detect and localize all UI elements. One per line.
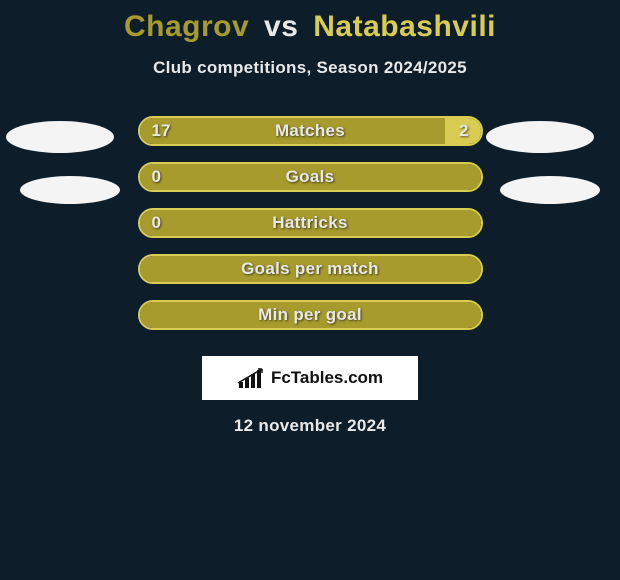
stat-value-left: 0	[140, 210, 173, 236]
vs-label: vs	[264, 10, 298, 43]
bar-left-segment	[140, 302, 481, 328]
stat-bar: Hattricks0	[138, 208, 483, 238]
page-title: Chagrov vs Natabashvili	[0, 0, 620, 44]
stat-row: Matches172	[0, 108, 620, 154]
stat-row: Goals per match	[0, 246, 620, 292]
stat-row: Goals0	[0, 154, 620, 200]
logo-text: FcTables.com	[271, 368, 383, 388]
logo-chart-icon	[237, 366, 265, 390]
stat-value-left: 0	[140, 164, 173, 190]
stat-value-right: 2	[447, 118, 480, 144]
comparison-infographic: Chagrov vs Natabashvili Club competition…	[0, 0, 620, 580]
stat-bar: Matches172	[138, 116, 483, 146]
stat-bar: Goals per match	[138, 254, 483, 284]
stat-value-left: 17	[140, 118, 183, 144]
stat-rows: Matches172Goals0Hattricks0Goals per matc…	[0, 108, 620, 338]
bar-left-segment	[140, 210, 481, 236]
subtitle: Club competitions, Season 2024/2025	[0, 58, 620, 78]
stat-bar: Min per goal	[138, 300, 483, 330]
stat-row: Min per goal	[0, 292, 620, 338]
player1-name: Chagrov	[124, 10, 249, 43]
bar-left-segment	[140, 164, 481, 190]
stat-bar: Goals0	[138, 162, 483, 192]
logo-box: FcTables.com	[202, 356, 418, 400]
stat-row: Hattricks0	[0, 200, 620, 246]
bar-left-segment	[140, 256, 481, 282]
date-label: 12 november 2024	[0, 416, 620, 436]
bar-left-segment	[140, 118, 445, 144]
player2-name: Natabashvili	[313, 10, 496, 43]
